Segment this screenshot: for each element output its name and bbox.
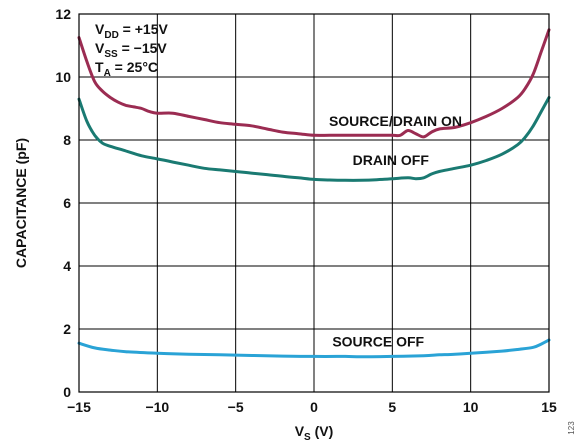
- figure-id: 123: [567, 421, 576, 435]
- x-tick-label: −10: [145, 399, 169, 415]
- series-line-source-off: [77, 338, 551, 359]
- x-tick-label: 10: [463, 399, 479, 415]
- series-label-drain-off: DRAIN OFF: [353, 152, 430, 168]
- x-axis-title-main: V: [295, 423, 305, 439]
- condition-line: VDD = +15V: [95, 21, 169, 41]
- y-axis-title: CAPACITANCE (pF): [13, 138, 29, 268]
- x-axis-title: VS (V): [295, 423, 334, 443]
- series-label-source-off: SOURCE OFF: [332, 333, 424, 349]
- tick-labels: −15 −10 −5 0 5 10 15 0 2 4 6 8 10 12: [55, 6, 557, 415]
- series-line-source-drain-on: [77, 28, 551, 139]
- condition-line: TA = 25°C: [95, 59, 158, 79]
- y-tick-label: 6: [63, 195, 71, 211]
- series-lines: [77, 28, 551, 359]
- x-axis-title-subscript: S: [304, 432, 311, 443]
- x-tick-label: 0: [310, 399, 318, 415]
- plot-frame: [78, 13, 550, 393]
- condition-line: VSS = −15V: [95, 40, 167, 60]
- series-label-source-drain-on: SOURCE/DRAIN ON: [329, 113, 462, 129]
- x-tick-label: 5: [388, 399, 396, 415]
- x-tick-label: −5: [228, 399, 244, 415]
- y-tick-label: 8: [63, 132, 71, 148]
- x-axis-title-unit: (V): [311, 423, 334, 439]
- series-line-drain-off: [77, 96, 551, 182]
- series-labels: SOURCE/DRAIN ON DRAIN OFF SOURCE OFF: [329, 113, 462, 350]
- grid: [79, 14, 549, 392]
- y-tick-label: 2: [63, 321, 71, 337]
- y-tick-label: 12: [55, 6, 71, 22]
- y-tick-label: 0: [63, 384, 71, 400]
- y-tick-label: 10: [55, 69, 71, 85]
- x-tick-label: −15: [67, 399, 91, 415]
- x-tick-label: 15: [541, 399, 557, 415]
- y-tick-label: 4: [63, 258, 71, 274]
